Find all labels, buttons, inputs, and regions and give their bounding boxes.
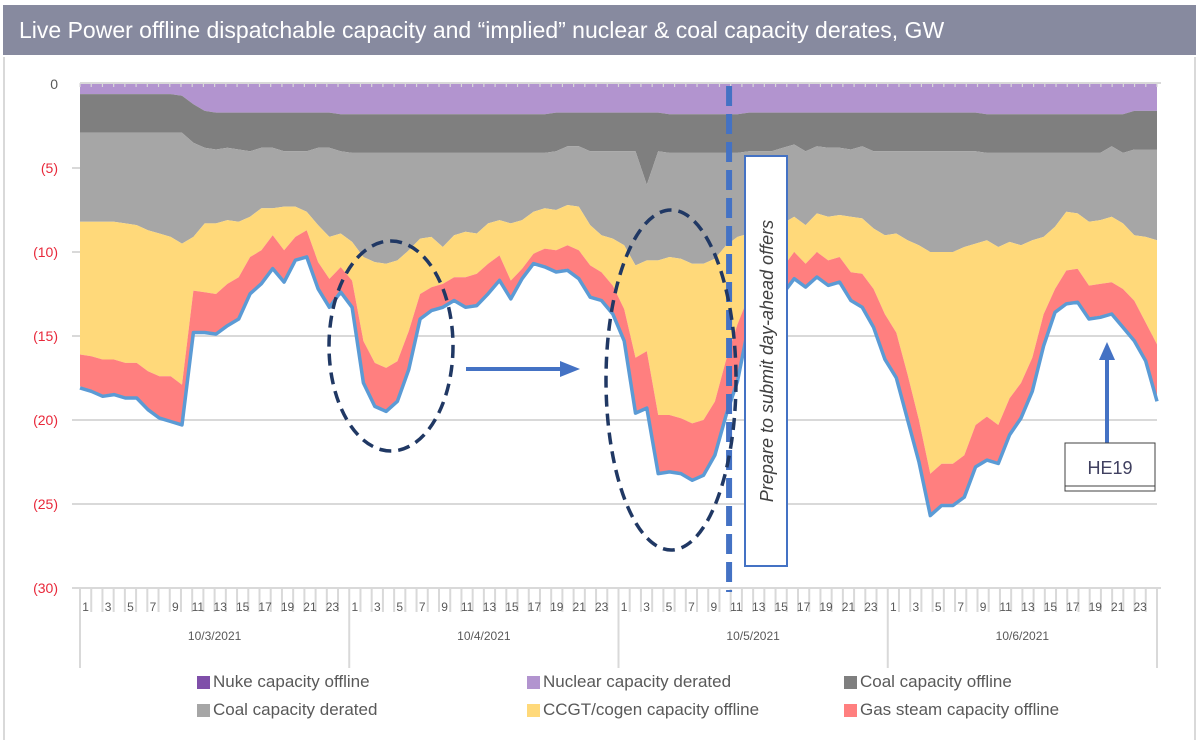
area-ccgt-cogen-capacity-offline (80, 205, 1157, 474)
x-tick-label: 23 (595, 600, 609, 614)
x-tick-label: 1 (82, 600, 89, 614)
x-tick-label: 7 (957, 600, 964, 614)
x-tick-label: 1 (352, 600, 359, 614)
legend-item: Coal capacity derated (197, 700, 377, 720)
legend-label: Coal capacity offline (860, 672, 1012, 691)
legend-item: CCGT/cogen capacity offline (527, 700, 759, 720)
legend-swatch (527, 675, 540, 689)
x-tick-label: 21 (842, 600, 856, 614)
he19-label: HE19 (1087, 458, 1132, 478)
callout-box (744, 155, 788, 567)
x-day-label: 10/3/2021 (188, 629, 242, 643)
legend-swatch (844, 703, 857, 717)
x-tick-label: 23 (326, 600, 340, 614)
x-tick-label: 3 (643, 600, 650, 614)
total-outline-line (79, 255, 1159, 518)
x-tick-label: 17 (258, 600, 272, 614)
legend-label: Nuclear capacity derated (543, 672, 732, 691)
legend-item: Coal capacity offline (844, 672, 1012, 692)
x-tick-label: 5 (396, 600, 403, 614)
x-tick-label: 21 (1111, 600, 1125, 614)
x-tick-label: 23 (1133, 600, 1147, 614)
x-tick-label: 9 (172, 600, 179, 614)
legend-label: CCGT/cogen capacity offline (543, 700, 760, 719)
x-tick-label: 5 (127, 600, 134, 614)
right-arrow-head (560, 361, 580, 377)
annotations: Prepare to submit day-ahead offers HE19 (327, 86, 1156, 592)
y-tick-label: (20) (33, 412, 58, 428)
x-tick-label: 9 (980, 600, 987, 614)
y-tick-label: (5) (41, 160, 58, 176)
x-tick-label: 15 (236, 600, 250, 614)
x-tick-label: 19 (1089, 600, 1103, 614)
highlight-ellipse (327, 239, 455, 453)
y-tick-label: (15) (33, 328, 58, 344)
x-tick-label: 7 (419, 600, 426, 614)
x-tick-label: 3 (912, 600, 919, 614)
x-tick-label: 5 (666, 600, 673, 614)
y-tick-label: 0 (50, 76, 58, 92)
area-series (79, 84, 1159, 518)
legend-item: Gas steam capacity offline (844, 700, 1059, 720)
y-tick-label: (30) (33, 580, 58, 596)
x-tick-label: 17 (797, 600, 811, 614)
x-tick-label: 21 (573, 600, 587, 614)
x-tick-label: 13 (1021, 600, 1035, 614)
legend-swatch (197, 703, 210, 717)
x-tick-label: 21 (303, 600, 317, 614)
x-tick-label: 11 (730, 600, 743, 614)
area-coal-capacity-offline (80, 94, 1157, 185)
x-tick-label: 9 (441, 600, 448, 614)
x-tick-label: 13 (483, 600, 497, 614)
x-tick-label: 3 (374, 600, 381, 614)
legend-swatch (197, 675, 210, 689)
x-tick-label: 1 (890, 600, 897, 614)
legend-swatch (844, 675, 857, 689)
x-tick-label: 5 (935, 600, 942, 614)
legend-item: Nuke capacity offline (197, 672, 370, 692)
y-tick-label: (25) (33, 496, 58, 512)
x-tick-label: 7 (688, 600, 695, 614)
x-tick-label: 23 (864, 600, 878, 614)
area-coal-capacity-derated (80, 132, 1157, 266)
legend-label: Coal capacity derated (213, 700, 378, 719)
x-tick-label: 3 (105, 600, 112, 614)
chart-title: Live Power offline dispatchable capacity… (3, 5, 1196, 55)
x-tick-label: 7 (150, 600, 157, 614)
legend-swatch (527, 703, 540, 717)
x-tick-label: 11 (192, 600, 205, 614)
x-tick-label: 11 (461, 600, 474, 614)
legend-label: Gas steam capacity offline (860, 700, 1060, 719)
x-tick-label: 1 (621, 600, 628, 614)
x-day-label: 10/5/2021 (726, 629, 780, 643)
area-nuclear-capacity-derated (80, 84, 1157, 115)
x-day-label: 10/4/2021 (457, 629, 511, 643)
x-tick-label: 13 (214, 600, 228, 614)
x-tick-label: 13 (752, 600, 766, 614)
x-tick-label: 15 (505, 600, 519, 614)
highlight-ellipse (604, 208, 738, 552)
legend-item: Nuclear capacity derated (527, 672, 731, 692)
x-tick-label: 19 (281, 600, 295, 614)
y-tick-label: (10) (33, 244, 58, 260)
he19-label-box (1064, 442, 1156, 492)
x-tick-label: 9 (711, 600, 718, 614)
axes: 0(5)(10)(15)(20)(25)(30)1 3 5 7 9 11 13 15 17 19 2… (33, 76, 1161, 668)
x-tick-label: 15 (1044, 600, 1058, 614)
x-tick-label: 17 (528, 600, 542, 614)
x-tick-label: 17 (1066, 600, 1080, 614)
chart-frame (3, 57, 1196, 740)
x-tick-label: 11 (999, 600, 1012, 614)
x-tick-label: 19 (819, 600, 833, 614)
x-tick-label: 15 (774, 600, 788, 614)
x-day-label: 10/6/2021 (996, 629, 1050, 643)
he19-arrow-head (1099, 342, 1115, 360)
legend-label: Nuke capacity offline (213, 672, 370, 691)
callout-text: Prepare to submit day-ahead offers (757, 220, 777, 502)
x-tick-label: 19 (550, 600, 564, 614)
